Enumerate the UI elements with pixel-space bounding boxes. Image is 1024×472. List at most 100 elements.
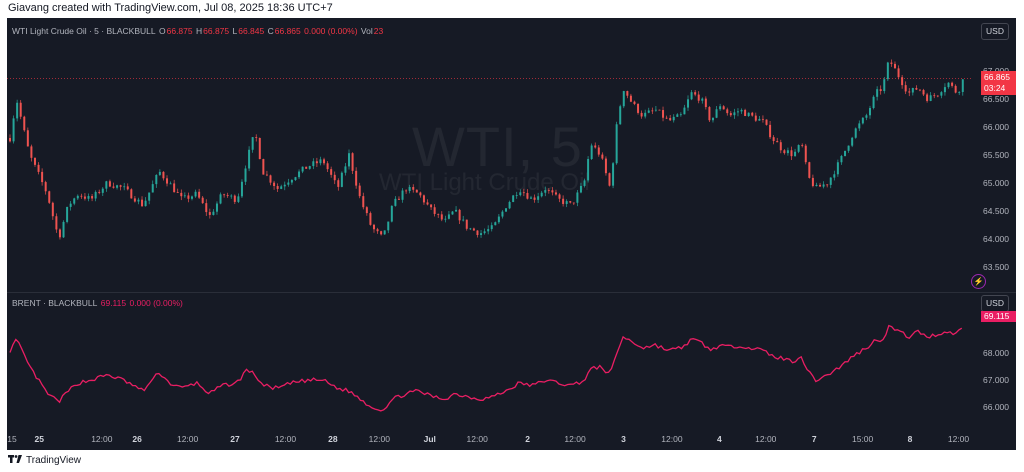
- candle-body: [276, 186, 279, 189]
- candle-body: [201, 197, 204, 204]
- candle-body: [305, 166, 308, 169]
- candle-body: [465, 219, 468, 229]
- brent-price-tick: 68.000: [983, 348, 1009, 359]
- candle-body: [587, 159, 590, 181]
- tradingview-logo-icon[interactable]: [8, 455, 22, 466]
- candle-body: [886, 62, 889, 80]
- candle-body: [394, 198, 397, 206]
- wti-vol-label: Vol: [360, 26, 373, 36]
- candle-body: [954, 85, 957, 93]
- candle-body: [815, 184, 818, 187]
- candle-body: [319, 159, 322, 164]
- wti-low-label: L: [232, 26, 238, 36]
- candle-body: [797, 145, 800, 152]
- candle-body: [390, 205, 393, 222]
- candle-body: [419, 192, 422, 196]
- candle-body: [951, 82, 954, 86]
- candle-body: [369, 213, 372, 225]
- tradingview-brand[interactable]: TradingView: [26, 455, 82, 466]
- candle-body: [794, 151, 797, 157]
- time-tick: 12:00: [755, 434, 777, 444]
- candle-body: [412, 187, 415, 190]
- candle-body: [508, 201, 511, 209]
- candle-body: [515, 195, 518, 196]
- candle-body: [940, 92, 943, 96]
- wti-currency-button[interactable]: USD: [981, 23, 1009, 40]
- candle-body: [273, 182, 276, 187]
- candle-body: [144, 200, 147, 207]
- candle-body: [961, 79, 964, 92]
- time-tick: 15: [7, 434, 17, 444]
- candle-body: [501, 211, 504, 217]
- chart-container[interactable]: WTI Light Crude Oil · 5 · BLACKBULL O66.…: [7, 18, 1016, 450]
- wti-price-tick: 63.500: [983, 261, 1009, 272]
- candle-body: [908, 91, 911, 93]
- candle-body: [362, 196, 365, 208]
- candle-body: [330, 169, 333, 175]
- wti-vol-value: 23: [373, 26, 384, 36]
- candle-body: [308, 166, 311, 169]
- time-tick: 12:00: [91, 434, 113, 444]
- candle-body: [926, 94, 929, 101]
- candle-body: [41, 171, 44, 183]
- candle-body: [562, 198, 565, 204]
- candle-body: [747, 112, 750, 116]
- candle-body: [833, 174, 836, 178]
- candle-body: [173, 183, 176, 193]
- candle-body: [505, 208, 508, 212]
- time-tick: 12:00: [176, 434, 199, 444]
- brent-legend: BRENT · BLACKBULL 69.115 0.000 (0.00%): [12, 298, 184, 308]
- candle-body: [658, 109, 661, 111]
- candle-body: [533, 197, 536, 200]
- candle-body: [233, 195, 236, 202]
- candle-body: [190, 196, 193, 199]
- candle-body: [569, 201, 572, 203]
- candle-body: [683, 107, 686, 115]
- time-tick: 27: [230, 434, 240, 444]
- time-tick: 12:00: [564, 434, 586, 444]
- candle-body: [130, 189, 133, 199]
- candle-body: [205, 203, 208, 213]
- candle-body: [537, 196, 540, 200]
- candle-body: [622, 91, 625, 107]
- candle-body: [644, 112, 647, 117]
- wti-close-label: C: [267, 26, 274, 36]
- candle-body: [801, 145, 804, 146]
- candle-body: [808, 162, 811, 178]
- candle-body: [240, 181, 243, 197]
- candle-body: [215, 203, 218, 212]
- candle-body: [108, 181, 111, 187]
- candle-body: [497, 216, 500, 223]
- candle-body: [358, 185, 361, 197]
- candle-body: [576, 192, 579, 203]
- candle-body: [579, 185, 582, 193]
- time-tick: 7: [811, 434, 817, 444]
- lightning-icon[interactable]: ⚡: [971, 274, 986, 289]
- candle-body: [408, 187, 411, 192]
- candle-body: [458, 209, 461, 221]
- watermark-symbol: WTI, 5: [412, 115, 583, 178]
- candle-body: [73, 198, 76, 204]
- candle-body: [751, 112, 754, 116]
- candle-body: [512, 195, 515, 202]
- candle-body: [779, 142, 782, 151]
- candle-body: [676, 114, 679, 117]
- candle-body: [355, 170, 358, 186]
- candle-body: [604, 158, 607, 174]
- candle-body: [415, 189, 418, 193]
- candle-body: [669, 118, 672, 121]
- time-tick: 15:00: [851, 434, 874, 444]
- candle-body: [312, 161, 315, 167]
- candle-body: [94, 191, 97, 199]
- candle-body: [861, 117, 864, 124]
- candle-body: [929, 95, 932, 101]
- price-plot[interactable]: [7, 18, 1016, 450]
- wti-last-price: 66.865: [984, 72, 1010, 82]
- candle-body: [769, 124, 772, 138]
- candle-body: [447, 214, 450, 219]
- pane-separator[interactable]: [7, 292, 1016, 293]
- wti-last-price-tag: 66.865 03:24: [981, 71, 1016, 95]
- brent-currency-button[interactable]: USD: [981, 295, 1009, 312]
- candle-body: [426, 202, 429, 205]
- candle-body: [176, 192, 179, 193]
